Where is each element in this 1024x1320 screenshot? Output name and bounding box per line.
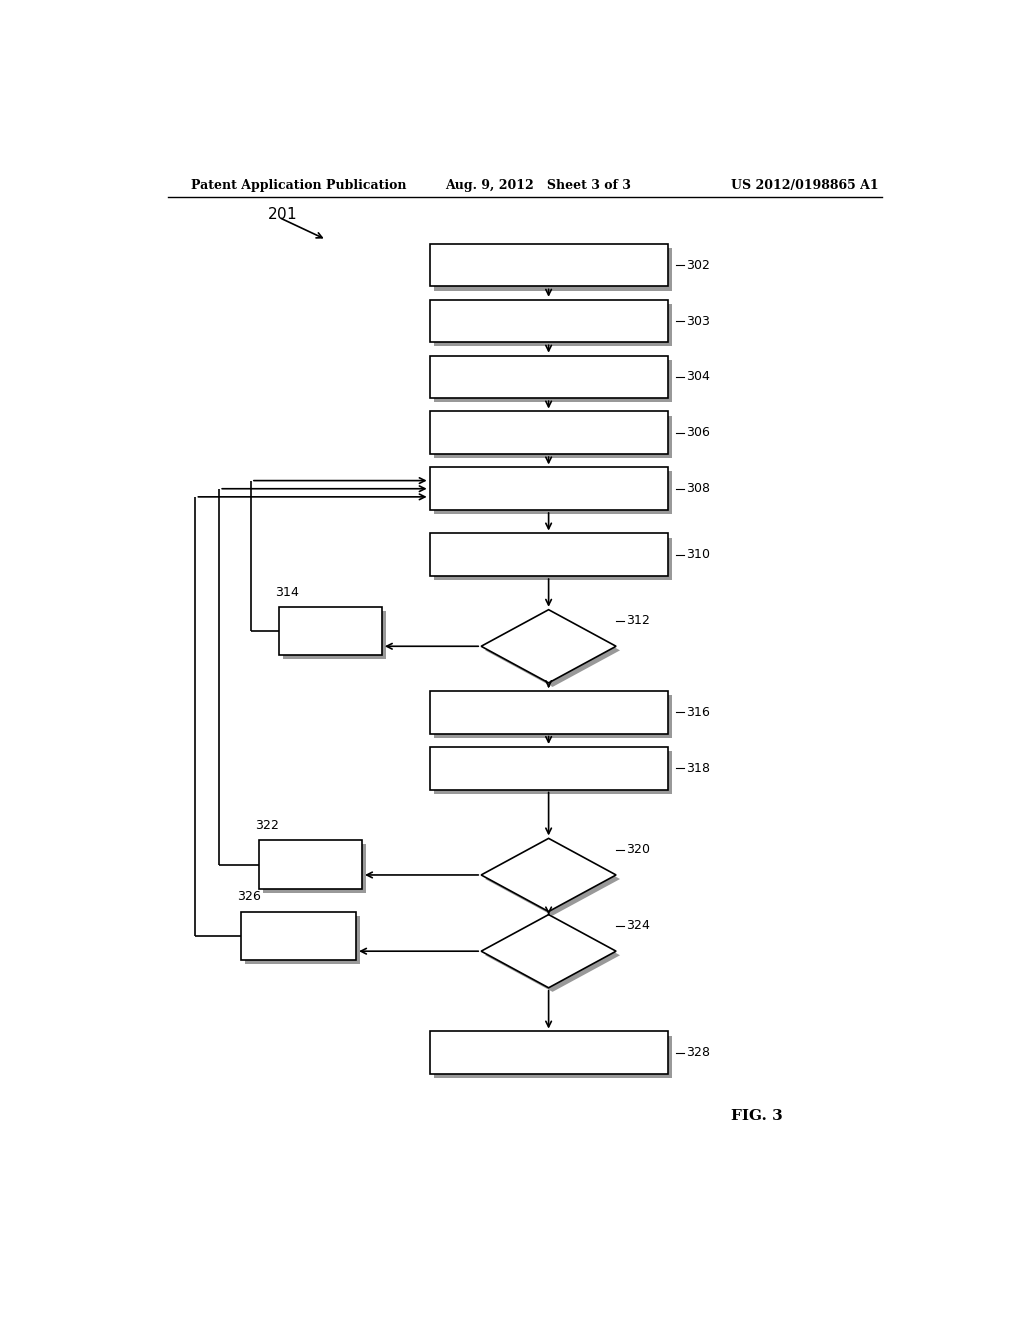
Text: $\mathit{302}$: $\mathit{302}$ <box>686 259 711 272</box>
Bar <box>430 690 668 734</box>
Bar <box>430 244 668 286</box>
Text: $\mathit{318}$: $\mathit{318}$ <box>686 762 711 775</box>
Polygon shape <box>485 919 620 991</box>
Bar <box>245 916 360 965</box>
Text: $\mathit{324}$: $\mathit{324}$ <box>627 919 651 932</box>
Bar <box>433 751 672 793</box>
Text: Aug. 9, 2012   Sheet 3 of 3: Aug. 9, 2012 Sheet 3 of 3 <box>445 180 632 193</box>
Bar <box>433 304 672 346</box>
Bar <box>241 912 356 961</box>
Text: $\mathit{303}$: $\mathit{303}$ <box>686 314 711 327</box>
Polygon shape <box>481 915 616 987</box>
Text: $\mathit{306}$: $\mathit{306}$ <box>686 426 711 440</box>
Bar <box>430 1031 668 1074</box>
Bar <box>430 747 668 789</box>
Bar <box>279 607 382 656</box>
Polygon shape <box>481 838 616 912</box>
Bar <box>430 355 668 399</box>
Text: $\mathit{308}$: $\mathit{308}$ <box>686 482 711 495</box>
Bar <box>433 696 672 738</box>
Bar <box>430 412 668 454</box>
Bar <box>430 533 668 576</box>
Text: $\mathit{314}$: $\mathit{314}$ <box>274 586 300 598</box>
Polygon shape <box>485 842 620 916</box>
Bar <box>433 537 672 581</box>
Text: $\mathit{304}$: $\mathit{304}$ <box>686 371 711 383</box>
Text: Patent Application Publication: Patent Application Publication <box>191 180 407 193</box>
Polygon shape <box>485 614 620 686</box>
Text: US 2012/0198865 A1: US 2012/0198865 A1 <box>731 180 879 193</box>
Bar <box>283 611 386 660</box>
Text: $\mathit{326}$: $\mathit{326}$ <box>238 891 262 903</box>
Bar <box>433 1036 672 1078</box>
Text: $\mathit{328}$: $\mathit{328}$ <box>686 1047 711 1060</box>
Text: $\mathit{320}$: $\mathit{320}$ <box>627 843 651 857</box>
Text: $\mathit{322}$: $\mathit{322}$ <box>255 820 280 833</box>
Bar <box>259 841 362 890</box>
Bar <box>430 300 668 342</box>
Text: $\mathit{316}$: $\mathit{316}$ <box>686 706 711 719</box>
Bar <box>433 416 672 458</box>
Bar <box>263 845 367 894</box>
Bar <box>430 467 668 510</box>
Text: $\mathit{312}$: $\mathit{312}$ <box>627 614 651 627</box>
Text: FIG. 3: FIG. 3 <box>731 1109 783 1123</box>
Bar <box>433 471 672 515</box>
Bar <box>433 248 672 290</box>
Polygon shape <box>481 610 616 682</box>
Bar <box>433 359 672 403</box>
Text: $\mathit{310}$: $\mathit{310}$ <box>686 548 711 561</box>
Text: $\mathbf{\mathit{201}}$: $\mathbf{\mathit{201}}$ <box>267 206 297 222</box>
